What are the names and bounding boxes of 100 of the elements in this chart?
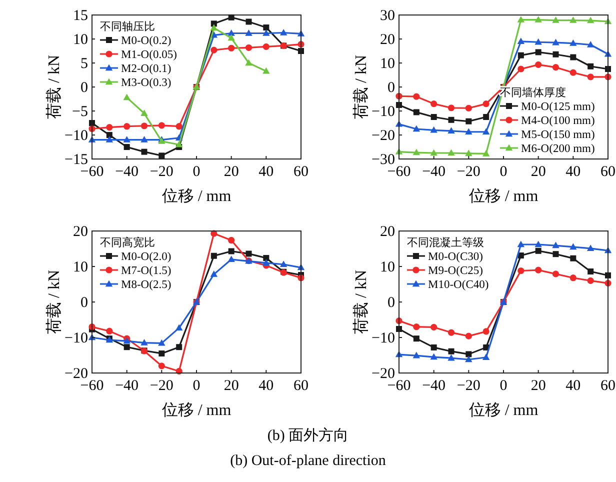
point <box>448 116 454 123</box>
point <box>158 350 165 356</box>
y-tick-label: −20 <box>372 128 395 144</box>
point <box>535 266 542 274</box>
point <box>465 332 472 340</box>
x-tick-label: −20 <box>150 164 174 180</box>
point <box>482 328 490 335</box>
point <box>140 122 148 130</box>
point <box>588 268 594 274</box>
point <box>570 54 576 60</box>
legend-label: M4-O(100 mm) <box>521 115 595 127</box>
x-axis-title: 位移 / mm <box>468 188 539 205</box>
point <box>570 255 576 262</box>
legend-label: M8-O(2.5) <box>121 279 172 291</box>
point <box>430 100 438 108</box>
point <box>465 150 472 156</box>
point <box>262 67 270 74</box>
x-tick-label: −40 <box>115 164 139 180</box>
point <box>158 152 165 159</box>
point <box>552 251 559 258</box>
point <box>570 16 577 23</box>
point <box>465 356 472 362</box>
y-axis-title: 荷载 / kN <box>352 270 370 334</box>
x-tick-label: 0 <box>500 164 508 180</box>
point <box>483 114 490 120</box>
x-tick-label: 40 <box>258 378 274 394</box>
point <box>535 61 542 68</box>
point <box>246 250 252 257</box>
point <box>430 353 438 360</box>
point <box>587 277 594 284</box>
legend-label: M0-O(2.0) <box>121 251 172 263</box>
point <box>570 243 577 250</box>
point <box>140 136 148 142</box>
point <box>262 259 270 266</box>
point <box>586 16 594 24</box>
legend-label: M7-O(1.5) <box>121 265 172 277</box>
point <box>570 69 576 76</box>
x-tick-label: −20 <box>456 164 480 180</box>
x-tick-label: 20 <box>224 164 239 180</box>
point <box>413 336 420 342</box>
point <box>570 40 577 46</box>
point <box>465 104 472 112</box>
point <box>210 24 218 31</box>
point <box>141 148 148 155</box>
point <box>552 270 560 278</box>
y-tick-label: 0 <box>80 80 88 96</box>
point <box>517 38 525 44</box>
point <box>106 124 113 131</box>
point <box>228 236 235 244</box>
x-tick-label: 40 <box>258 164 274 180</box>
point <box>534 240 542 248</box>
point <box>263 24 270 30</box>
point <box>588 63 594 70</box>
point <box>534 38 542 45</box>
y-tick-label: −10 <box>64 128 88 144</box>
x-tick-label: 40 <box>566 378 581 394</box>
point <box>228 44 235 52</box>
y-tick-label: 10 <box>380 56 395 72</box>
point <box>175 324 183 331</box>
point <box>465 128 472 134</box>
point <box>158 362 165 370</box>
y-tick-label: 0 <box>388 295 395 311</box>
point <box>210 252 217 259</box>
point <box>448 354 455 361</box>
point <box>106 328 113 334</box>
legend-label: M0-O(0.2) <box>121 35 172 47</box>
point <box>280 260 288 267</box>
x-axis-title: 位移 / mm <box>162 402 232 419</box>
y-axis-title: 荷载 / kN <box>352 54 370 119</box>
y-tick-label: 10 <box>73 32 88 48</box>
x-tick-label: 40 <box>566 164 581 180</box>
x-tick-label: −40 <box>422 164 446 180</box>
y-axis-title: 荷载 / kN <box>45 270 63 334</box>
point <box>210 46 218 54</box>
point <box>430 149 438 156</box>
x-tick-label: 0 <box>500 378 508 394</box>
text: (b) Out-of-plane direction <box>230 453 386 469</box>
x-tick-label: 20 <box>530 164 546 180</box>
legend-title: 不同高宽比 <box>100 236 155 249</box>
point <box>412 125 420 132</box>
point <box>430 344 437 350</box>
point <box>518 267 524 274</box>
y-tick-label: 15 <box>73 8 88 24</box>
y-tick-label: 20 <box>380 32 395 48</box>
point <box>552 16 560 23</box>
point <box>245 29 252 36</box>
point <box>482 150 490 156</box>
point <box>123 136 130 142</box>
point <box>210 20 217 27</box>
point <box>552 64 560 71</box>
x-tick-label: 60 <box>600 164 616 180</box>
point <box>124 123 130 130</box>
point <box>552 51 559 58</box>
point <box>262 43 270 50</box>
point <box>246 18 252 25</box>
legend-label: M3-O(0.3) <box>121 77 172 89</box>
point <box>158 339 166 346</box>
legend-title: 不同混凝土等级 <box>407 236 484 249</box>
y-tick-label: 20 <box>73 224 88 240</box>
point <box>245 59 252 66</box>
